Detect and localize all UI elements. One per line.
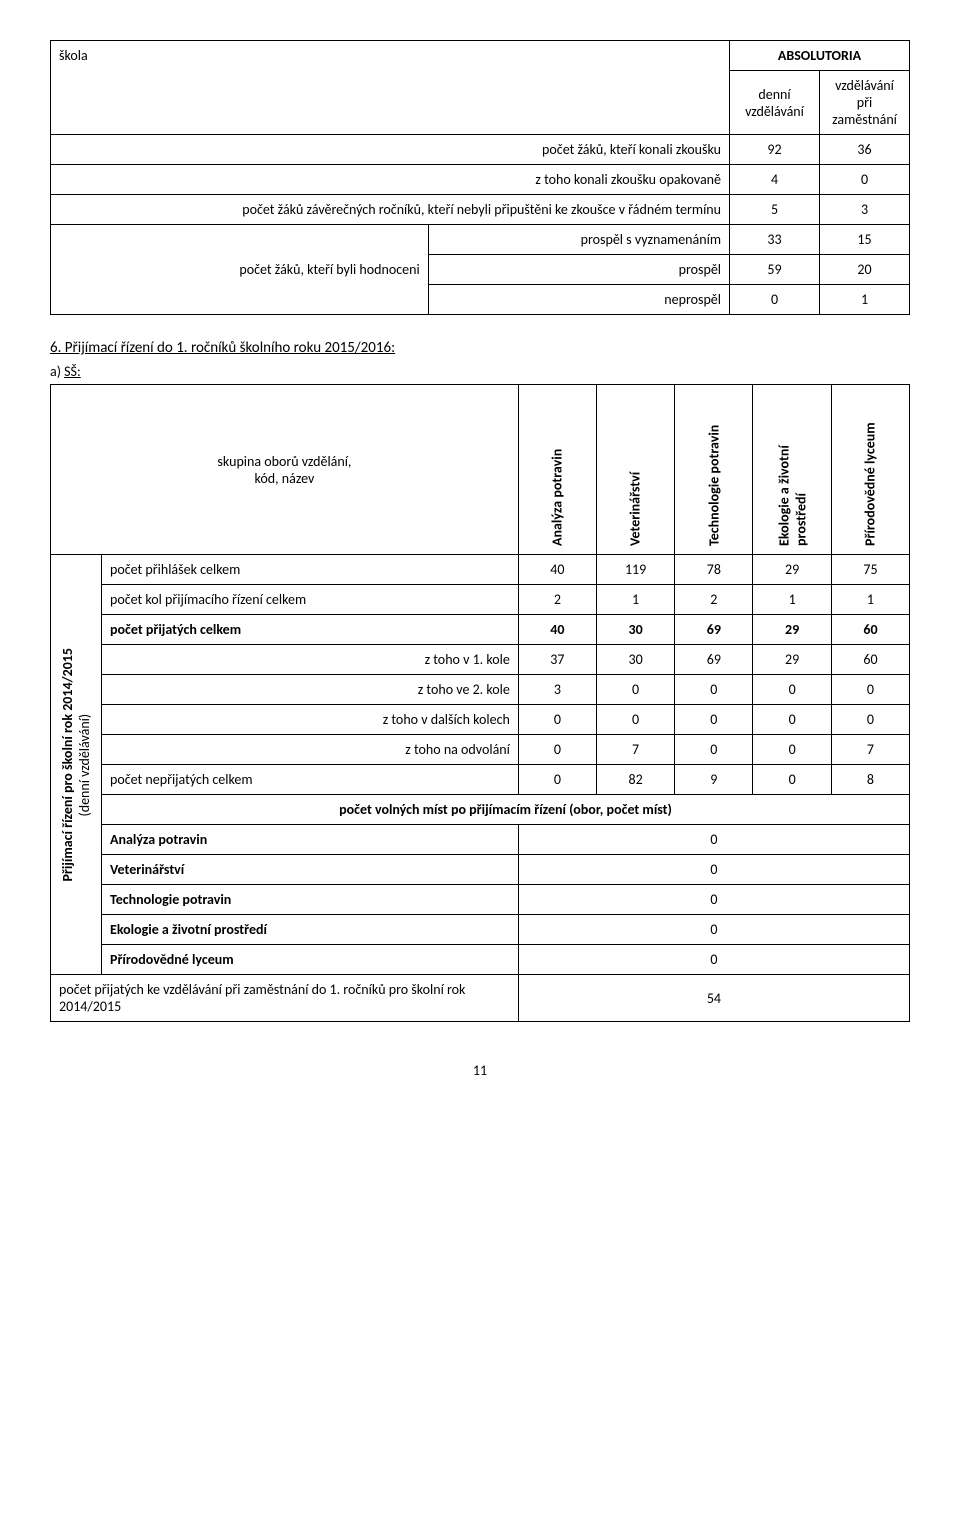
cell: 4 — [730, 165, 820, 195]
cell: 0 — [518, 885, 909, 915]
table-row: počet žáků závěrečných ročníků, kteří ne… — [51, 195, 730, 225]
table-row: neprospěl — [428, 285, 729, 315]
cell: 0 — [675, 675, 753, 705]
cell: 0 — [518, 855, 909, 885]
cell: 8 — [831, 765, 909, 795]
cell: 7 — [831, 735, 909, 765]
col-header: Ekologie a životní prostředí — [753, 385, 832, 555]
col-header: Veterinářství — [596, 385, 674, 555]
cell: 7 — [596, 735, 674, 765]
table-row: z toho ve 2. kole — [102, 675, 519, 705]
table-row: z toho v dalších kolech — [102, 705, 519, 735]
vacancy-row: Analýza potravin — [102, 825, 519, 855]
cell: 0 — [518, 825, 909, 855]
table-row: počet kol přijímacího řízení celkem — [102, 585, 519, 615]
cell: 0 — [831, 675, 909, 705]
cell: 29 — [753, 555, 832, 585]
footer-row-val: 54 — [518, 975, 909, 1022]
table-row: z toho v 1. kole — [102, 645, 519, 675]
cell: 3 — [518, 675, 596, 705]
header-skola: škola — [51, 41, 730, 135]
col-header: Přírodovědné lyceum — [831, 385, 909, 555]
cell: 82 — [596, 765, 674, 795]
cell: 0 — [518, 915, 909, 945]
sub-a: a) SŠ: — [50, 363, 910, 380]
vacancies-header: počet volných míst po přijímacím řízení … — [102, 795, 910, 825]
cell: 0 — [518, 705, 596, 735]
cell: 60 — [831, 645, 909, 675]
cell: 69 — [675, 615, 753, 645]
cell: 2 — [675, 585, 753, 615]
cell: 0 — [753, 705, 832, 735]
cell: 5 — [730, 195, 820, 225]
cell: 0 — [518, 765, 596, 795]
table-row: prospěl — [428, 255, 729, 285]
cell: 0 — [596, 675, 674, 705]
vacancy-row: Přírodovědné lyceum — [102, 945, 519, 975]
cell: 0 — [820, 165, 910, 195]
cell: 40 — [518, 555, 596, 585]
cell: 37 — [518, 645, 596, 675]
cell: 0 — [518, 735, 596, 765]
group-label: skupina oborů vzdělání, kód, název — [51, 385, 519, 555]
cell: 3 — [820, 195, 910, 225]
vacancy-row: Technologie potravin — [102, 885, 519, 915]
cell: 33 — [730, 225, 820, 255]
cell: 0 — [831, 705, 909, 735]
table-row: počet nepřijatých celkem — [102, 765, 519, 795]
cell: 0 — [730, 285, 820, 315]
cell: 0 — [596, 705, 674, 735]
vacancy-row: Ekologie a životní prostředí — [102, 915, 519, 945]
cell: 0 — [675, 705, 753, 735]
footer-row-label: počet přijatých ke vzdělávání při zaměst… — [51, 975, 519, 1022]
cell: 0 — [753, 675, 832, 705]
cell: 2 — [518, 585, 596, 615]
cell: 15 — [820, 225, 910, 255]
cell: 0 — [753, 765, 832, 795]
sub-zamest: vzdělávání při zaměstnání — [820, 71, 910, 135]
vacancy-row: Veterinářství — [102, 855, 519, 885]
cell: 0 — [753, 735, 832, 765]
cell: 60 — [831, 615, 909, 645]
col-header: Technologie potravin — [675, 385, 753, 555]
cell: 1 — [831, 585, 909, 615]
cell: 30 — [596, 645, 674, 675]
cell: 92 — [730, 135, 820, 165]
cell: 20 — [820, 255, 910, 285]
cell: 29 — [753, 645, 832, 675]
cell: 36 — [820, 135, 910, 165]
header-absolutoria: ABSOLUTORIA — [730, 41, 910, 71]
cell: 29 — [753, 615, 832, 645]
cell: 1 — [753, 585, 832, 615]
section-6-title: 6. Přijímací řízení do 1. ročníků školní… — [50, 339, 910, 357]
table-row: počet žáků, kteří konali zkoušku — [51, 135, 730, 165]
cell: 75 — [831, 555, 909, 585]
cell: 0 — [518, 945, 909, 975]
sub-denni: denní vzdělávání — [730, 71, 820, 135]
cell: 9 — [675, 765, 753, 795]
cell: 78 — [675, 555, 753, 585]
col-header: Analýza potravin — [518, 385, 596, 555]
cell: 30 — [596, 615, 674, 645]
table-row: počet přihlášek celkem — [102, 555, 519, 585]
table-row: počet přijatých celkem — [102, 615, 519, 645]
cell: 1 — [596, 585, 674, 615]
row-group-label: počet žáků, kteří byli hodnoceni — [51, 225, 429, 315]
cell: 1 — [820, 285, 910, 315]
cell: 59 — [730, 255, 820, 285]
table-row: z toho na odvolání — [102, 735, 519, 765]
admissions-table: skupina oborů vzdělání, kód, název Analý… — [50, 384, 910, 1022]
cell: 0 — [675, 735, 753, 765]
page-number: 11 — [50, 1062, 910, 1079]
side-label: Přijímací řízení pro školní rok 2014/201… — [51, 555, 102, 975]
table-row: prospěl s vyznamenáním — [428, 225, 729, 255]
absolutoria-table: škola ABSOLUTORIA denní vzdělávání vzděl… — [50, 40, 910, 315]
cell: 119 — [596, 555, 674, 585]
cell: 40 — [518, 615, 596, 645]
cell: 69 — [675, 645, 753, 675]
table-row: z toho konali zkoušku opakovaně — [51, 165, 730, 195]
